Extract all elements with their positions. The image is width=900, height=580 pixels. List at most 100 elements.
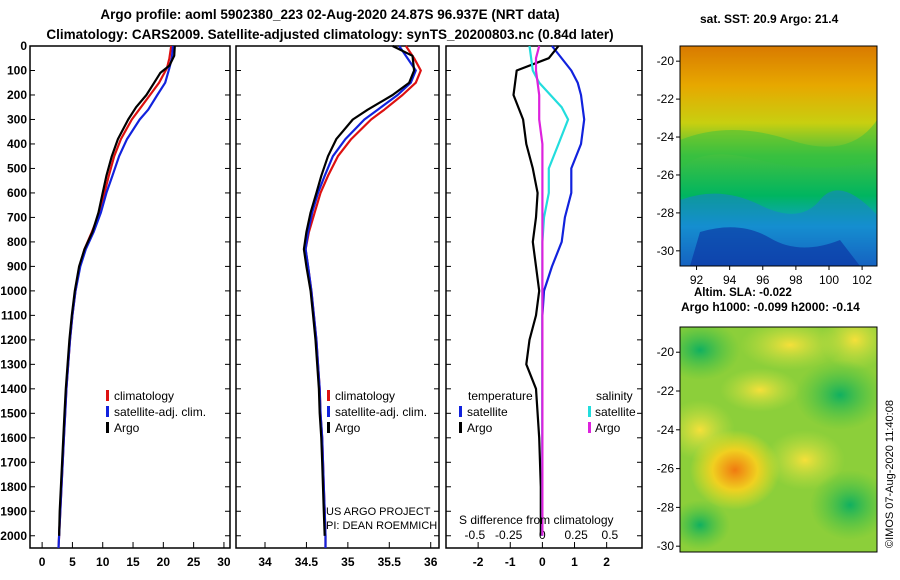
legend-swatch-climatology <box>106 390 109 401</box>
sla-map-low-2 <box>795 360 877 430</box>
sub-tick-label: -0.25 <box>495 528 523 542</box>
sla-map-axes: -20 -22 -24 -26 -28 -30 <box>657 345 680 553</box>
x-tick-label: -2 <box>473 555 484 569</box>
salinity-legend: climatology satellite-adj. clim. Argo <box>327 389 427 435</box>
legend-satellite-adj: satellite-adj. clim. <box>335 405 427 419</box>
temperature-legend: climatology satellite-adj. clim. Argo <box>106 389 206 435</box>
depth-tick-label: 0 <box>20 39 27 53</box>
series-salinity-argo <box>534 45 544 536</box>
x-tick-label: 10 <box>96 555 110 569</box>
legend-swatch-argo <box>327 422 330 433</box>
lat-tick-label: -30 <box>657 244 675 258</box>
imos-timestamp: ©IMOS 07-Aug-2020 11:40:08 <box>884 400 896 548</box>
legend-swatch-sal-argo <box>588 422 591 433</box>
sub-tick-label: 0.25 <box>564 528 588 542</box>
x-tick-label: 20 <box>157 555 171 569</box>
x-tick-label: 36 <box>424 555 438 569</box>
x-tick-label: 30 <box>217 555 231 569</box>
x-tick-label: 0 <box>539 555 546 569</box>
sla-map-high-1 <box>740 327 840 370</box>
x-tick-label: 5 <box>69 555 76 569</box>
depth-tick-label: 1300 <box>0 357 27 371</box>
legend-swatch-sal-satellite <box>588 406 591 417</box>
credit-line2: PI: DEAN ROEMMICH <box>326 520 438 532</box>
x-tick-label: 2 <box>603 555 610 569</box>
depth-tick-label: 1700 <box>0 455 27 469</box>
project-credit: US ARGO PROJECT PI: DEAN ROEMMICH <box>326 505 437 533</box>
legend-temperature-title: temperature <box>468 389 533 403</box>
lat-tick-label: -22 <box>657 92 675 106</box>
lat-tick-label: -26 <box>657 168 675 182</box>
legend-swatch-argo <box>106 422 109 433</box>
legend-satellite-adj: satellite-adj. clim. <box>114 405 206 419</box>
sla-map-low-4 <box>680 500 730 550</box>
salinity-axes: 34 34.5 35 35.5 36 <box>236 45 439 569</box>
lon-tick-label: 98 <box>789 273 803 287</box>
salinity-panel <box>235 45 440 549</box>
credit-line1: US ARGO PROJECT <box>326 506 431 518</box>
x-tick-label: 35.5 <box>378 555 402 569</box>
lat-tick-label: -20 <box>657 54 675 68</box>
lat-tick-label: -22 <box>657 384 675 398</box>
temperature-axes: 0100200300400500600700800900100011001200… <box>0 39 231 569</box>
difference-axes: -2 -1 0 1 2-0.5 -0.25 0 0.25 0.5 <box>446 45 642 569</box>
legend-swatch-satellite <box>106 406 109 417</box>
legend-swatch-temp-argo <box>459 422 462 433</box>
depth-tick-label: 900 <box>7 259 27 273</box>
sla-map-high-2 <box>820 327 877 370</box>
sla-map-frame <box>679 326 878 553</box>
sst-map: -20 -22 -24 -26 -28 -30 92 94 96 98 100 102 <box>657 45 878 287</box>
x-tick-label: 34.5 <box>295 555 319 569</box>
difference-title: S difference from climatology <box>459 513 614 527</box>
legend-argo: Argo <box>114 421 140 435</box>
sst-map-cold-patch <box>690 227 860 266</box>
temperature-panel <box>29 45 231 549</box>
lat-tick-label: -30 <box>657 539 675 553</box>
x-tick-label: 25 <box>187 555 201 569</box>
sst-map-frame <box>679 45 878 267</box>
series-argo <box>58 45 176 536</box>
x-tick-label: 34 <box>258 555 272 569</box>
x-tick-label: -1 <box>505 555 516 569</box>
depth-tick-label: 800 <box>7 235 27 249</box>
depth-tick-label: 600 <box>7 186 27 200</box>
lon-tick-label: 92 <box>690 273 704 287</box>
sla-map-high-5 <box>765 430 845 490</box>
legend-swatch-temp-satellite <box>459 406 462 417</box>
legend-argo: Argo <box>335 421 361 435</box>
series-temperature-argo <box>512 45 560 536</box>
lat-tick-label: -24 <box>657 130 675 144</box>
salinity-series <box>302 45 422 548</box>
depth-tick-label: 1000 <box>0 284 27 298</box>
depth-tick-label: 1500 <box>0 406 27 420</box>
temperature-series <box>57 45 176 549</box>
series-salinity-satellite <box>528 45 570 536</box>
legend-climatology: climatology <box>114 389 174 403</box>
chart-title-line1: Argo profile: aoml 5902380_223 02-Aug-20… <box>100 7 560 22</box>
legend-swatch-satellite <box>327 406 330 417</box>
sub-tick-label: 0.5 <box>602 528 619 542</box>
legend-climatology: climatology <box>335 389 395 403</box>
sla-map-title: Altim. SLA: -0.022 <box>694 287 792 299</box>
x-tick-label: 0 <box>39 555 46 569</box>
sla-map-high-3 <box>720 368 800 412</box>
depth-tick-label: 1200 <box>0 333 27 347</box>
depth-tick-label: 1900 <box>0 504 27 518</box>
legend-salinity-title: salinity <box>596 389 633 403</box>
chart-title-line2: Climatology: CARS2009. Satellite-adjuste… <box>46 27 614 42</box>
depth-tick-label: 2000 <box>0 529 27 543</box>
lat-tick-label: -26 <box>657 462 675 476</box>
depth-tick-label: 700 <box>7 210 27 224</box>
depth-tick-label: 500 <box>7 161 27 175</box>
lat-tick-label: -24 <box>657 423 675 437</box>
legend-temp-satellite: satellite <box>467 405 508 419</box>
depth-tick-label: 1100 <box>1 308 27 322</box>
depth-tick-label: 400 <box>7 137 27 151</box>
legend-swatch-climatology <box>327 390 330 401</box>
lon-tick-label: 96 <box>756 273 770 287</box>
lat-tick-label: -20 <box>657 345 675 359</box>
sla-map-low-3 <box>810 470 877 540</box>
lat-tick-label: -28 <box>657 500 675 514</box>
sla-map-subtitle: Argo h1000: -0.099 h2000: -0.14 <box>681 300 860 314</box>
